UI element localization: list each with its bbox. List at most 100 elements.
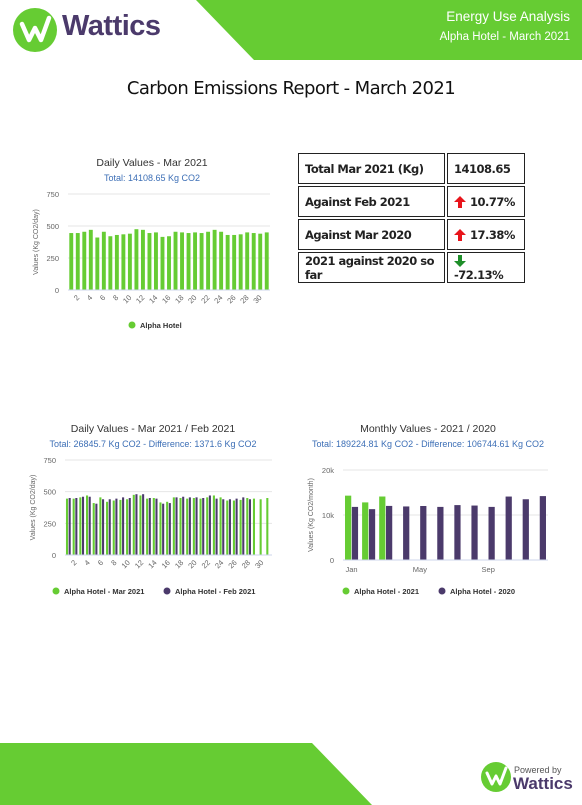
legend-label: Alpha Hotel - Mar 2021 (64, 587, 144, 596)
x-tick-label: Sep (482, 565, 495, 574)
table-row: Against Feb 2021 10.77% (298, 186, 525, 217)
x-tick-label: 6 (96, 558, 105, 567)
chart-title: Monthly Values - 2021 / 2020 (360, 423, 496, 435)
x-tick-label: 28 (240, 558, 252, 570)
chart-subtitle: Total: 26845.7 Kg CO2 - Difference: 1371… (49, 439, 257, 449)
bar (95, 237, 100, 290)
bar (219, 231, 224, 290)
x-tick-label: 24 (213, 558, 225, 570)
header-banner (196, 0, 582, 60)
bar (148, 498, 151, 555)
legend-label: Alpha Hotel - 2020 (450, 587, 515, 596)
summary-table: Total Mar 2021 (Kg) 14108.65 Against Feb… (296, 151, 527, 285)
x-tick-label: 14 (146, 558, 158, 570)
bar (135, 494, 138, 555)
bar (222, 499, 225, 555)
chart-subtitle: Total: 189224.81 Kg CO2 - Difference: 10… (312, 439, 544, 449)
bar (154, 232, 158, 290)
y-axis-label: Values (Kg CO2/month) (308, 478, 315, 552)
x-tick-label: 8 (109, 558, 118, 567)
bar (248, 499, 251, 555)
x-tick-label: 10 (120, 558, 132, 570)
legend-marker (438, 587, 446, 595)
bar (88, 496, 91, 555)
chart-title: Daily Values - Mar 2021 (96, 157, 208, 169)
y-tick-label: 10k (322, 511, 334, 520)
bar (119, 499, 122, 555)
bar (102, 499, 105, 555)
x-tick-label: 24 (212, 293, 224, 305)
arrow-up (454, 196, 466, 208)
bar (420, 506, 427, 560)
bar (351, 506, 359, 560)
x-tick-label: 20 (186, 293, 198, 305)
bar (193, 232, 198, 290)
legend-marker (52, 587, 60, 595)
bar (167, 236, 171, 290)
bar (242, 497, 245, 555)
bar (86, 495, 89, 555)
bar (159, 502, 162, 555)
logo-w (19, 15, 52, 43)
value-text: -72.13% (454, 267, 504, 282)
x-tick-label: 2 (72, 293, 81, 302)
footer-band (0, 743, 372, 805)
legend-label: Alpha Hotel - Feb 2021 (175, 587, 255, 596)
bar (192, 498, 195, 555)
x-tick-label: 20 (186, 558, 198, 570)
brand: Wattics (62, 10, 161, 42)
bar (139, 495, 142, 555)
x-tick-label: 26 (226, 558, 238, 570)
bar (152, 498, 155, 555)
x-tick-label: 22 (200, 558, 212, 570)
header-heading: Energy Use Analysis (446, 9, 570, 24)
bar (179, 498, 182, 555)
bar (225, 234, 230, 290)
row-label: Against Feb 2021 (298, 186, 445, 217)
legend-marker (342, 587, 350, 595)
y-tick-label: 0 (55, 286, 59, 295)
chart-heading: Daily Values - Mar 2021 / Feb 2021 Total… (22, 423, 284, 450)
bar (182, 496, 185, 555)
footer-logo-w (485, 766, 508, 786)
row-value: 10.77% (447, 186, 525, 217)
y-tick-label: 20k (322, 466, 334, 475)
bar (522, 499, 529, 560)
bar (186, 233, 191, 290)
bar (212, 229, 217, 290)
bar (166, 501, 169, 555)
bar (403, 506, 410, 560)
bar (226, 500, 229, 555)
bar (79, 497, 82, 555)
bar (206, 497, 209, 555)
row-label: Total Mar 2021 (Kg) (298, 153, 445, 184)
bar (368, 509, 376, 560)
bar (219, 497, 222, 555)
bar (437, 506, 444, 560)
bar (259, 499, 262, 555)
header-subheading: Alpha Hotel - March 2021 (439, 31, 570, 43)
bar (81, 496, 85, 555)
x-tick-label: 16 (160, 293, 172, 305)
value-text: 10.77% (470, 194, 515, 209)
value-text: 14108.65 (454, 161, 511, 176)
bar (127, 233, 132, 290)
bar (235, 498, 238, 555)
y-tick-label: 750 (43, 456, 56, 465)
bar (68, 498, 71, 555)
bar (215, 498, 218, 555)
bar (175, 497, 178, 555)
x-tick-label: 8 (111, 293, 120, 302)
table-row: Against Mar 2020 17.38% (298, 219, 525, 250)
x-tick-label: 10 (121, 293, 133, 305)
bar (142, 494, 145, 555)
bar (147, 233, 152, 290)
legend-label: Alpha Hotel - 2021 (354, 587, 419, 596)
y-tick-label: 0 (52, 551, 56, 560)
y-tick-label: 0 (330, 556, 334, 565)
bar (186, 498, 189, 555)
row-value: -72.13% (447, 252, 525, 283)
x-tick-label: 14 (147, 293, 159, 305)
x-tick-label: 30 (251, 293, 263, 305)
bar (246, 498, 249, 555)
